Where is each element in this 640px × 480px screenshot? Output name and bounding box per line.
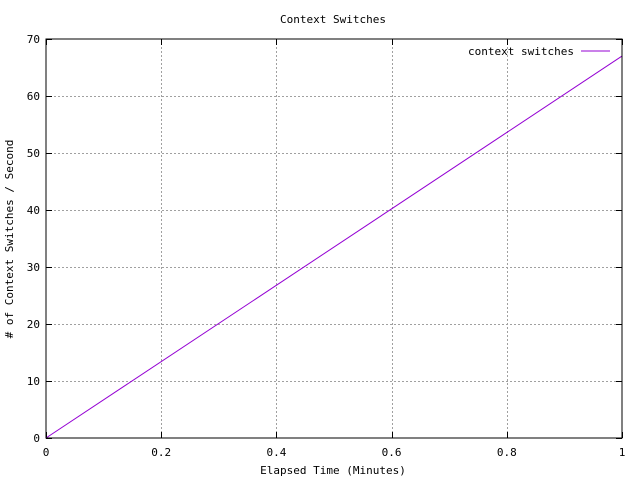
- x-tick-label: 0.6: [382, 446, 402, 459]
- y-axis-label: # of Context Switches / Second: [3, 140, 16, 339]
- y-tick-label: 0: [33, 432, 40, 445]
- y-ticks: 0 10 20 30 40 50 60 70: [27, 33, 622, 445]
- chart-title: Context Switches: [280, 13, 386, 26]
- y-tick-label: 70: [27, 33, 40, 46]
- series-layer: [45, 55, 623, 439]
- x-tick-label: 0.4: [266, 446, 286, 459]
- legend-label: context switches: [468, 45, 574, 58]
- x-axis-label: Elapsed Time (Minutes): [260, 464, 406, 477]
- y-tick-label: 30: [27, 261, 40, 274]
- legend: context switches: [468, 45, 610, 58]
- x-tick-label: 0.8: [497, 446, 517, 459]
- series-line: [45, 55, 623, 439]
- y-tick-label: 50: [27, 147, 40, 160]
- x-tick-label: 0.2: [151, 446, 171, 459]
- y-tick-label: 10: [27, 375, 40, 388]
- y-tick-label: 20: [27, 318, 40, 331]
- x-ticks: 0 0.2 0.4 0.6 0.8 1: [43, 39, 626, 459]
- y-tick-label: 60: [27, 90, 40, 103]
- y-tick-label: 40: [27, 204, 40, 217]
- plot-frame: [45, 38, 623, 439]
- x-tick-label: 1: [619, 446, 626, 459]
- x-tick-label: 0: [43, 446, 50, 459]
- grid-lines: [46, 39, 622, 438]
